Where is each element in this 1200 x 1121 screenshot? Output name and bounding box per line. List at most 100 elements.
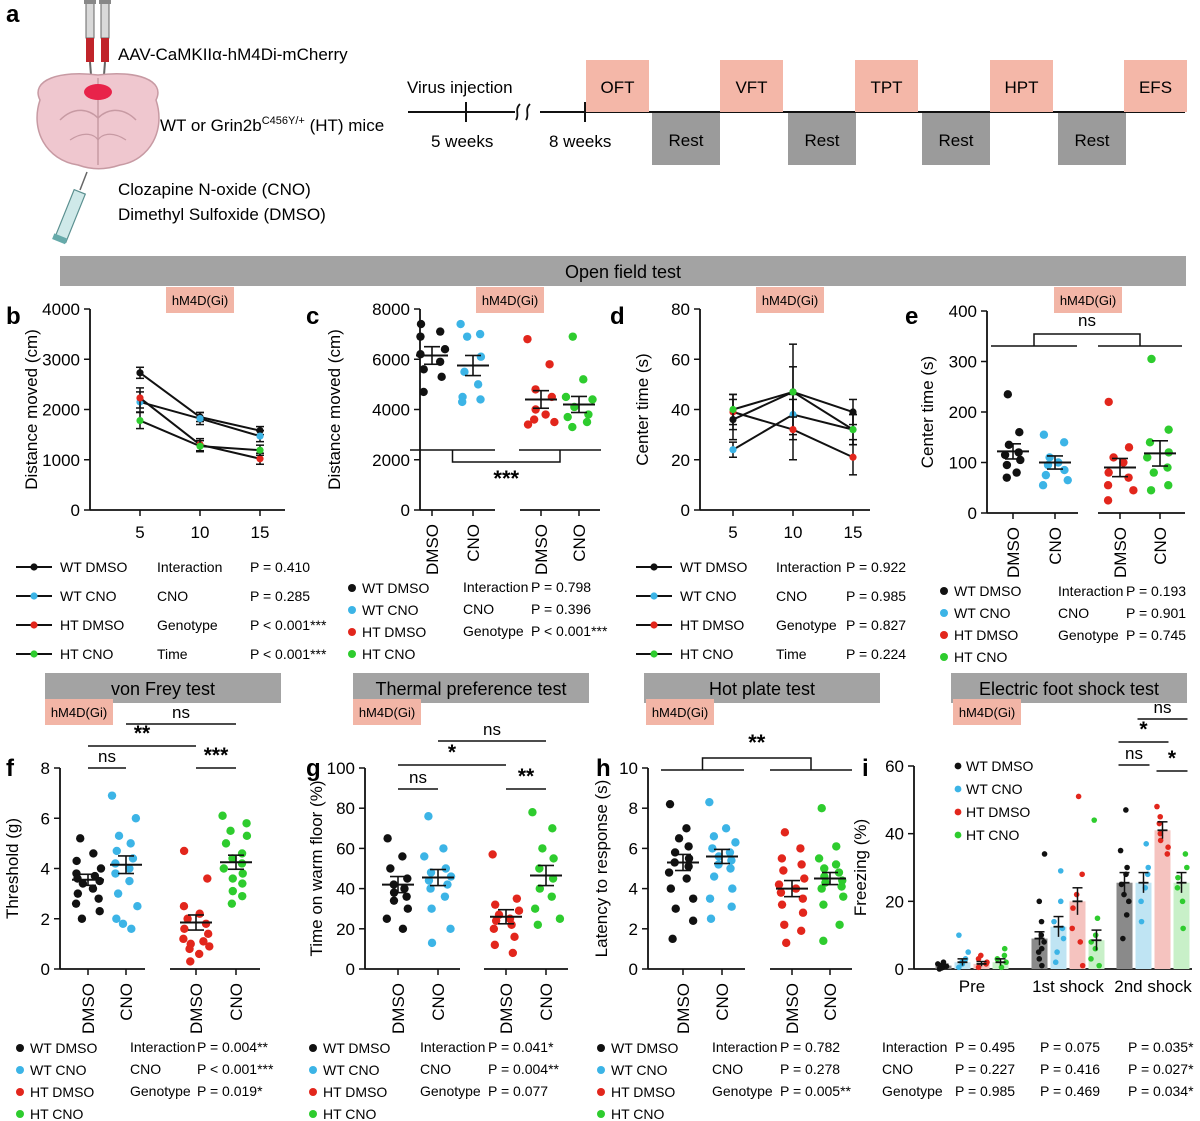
timeline-test-box-efs <box>1124 60 1187 112</box>
data-point <box>1039 430 1049 439</box>
data-point <box>727 856 736 865</box>
data-point <box>136 416 144 425</box>
data-point <box>528 808 537 817</box>
data-point <box>837 882 846 891</box>
stat-value: P = 0.193 <box>1126 583 1186 599</box>
data-point <box>817 804 826 813</box>
data-point <box>237 849 247 858</box>
data-point <box>978 952 984 959</box>
data-point <box>731 838 740 847</box>
legend-label: HT DMSO <box>362 624 426 640</box>
sig-label: ns <box>1154 698 1172 717</box>
data-point <box>228 886 237 896</box>
data-point <box>1059 438 1069 447</box>
panel-letter-c: c <box>306 303 319 330</box>
data-point <box>131 814 141 823</box>
data-point <box>1138 918 1145 925</box>
data-point <box>548 824 557 833</box>
legend-label: WT CNO <box>362 602 419 618</box>
data-point <box>95 907 104 916</box>
timeline-break-icon <box>515 103 531 121</box>
data-point <box>523 334 532 344</box>
data-point <box>1163 463 1172 472</box>
data-point <box>1000 450 1010 460</box>
stat-term: Genotype <box>157 617 218 633</box>
drug-label-1: Clozapine N-oxide (CNO) <box>118 180 311 199</box>
data-point <box>125 876 134 886</box>
brain-icon <box>36 73 160 170</box>
data-point <box>588 395 597 404</box>
data-point <box>1003 390 1013 399</box>
data-point <box>72 856 81 866</box>
data-point <box>1104 468 1113 477</box>
stat-term: CNO <box>130 1061 161 1077</box>
data-point <box>1104 397 1113 407</box>
data-point <box>1001 945 1008 952</box>
data-point <box>510 932 519 942</box>
data-point <box>708 844 717 853</box>
bar <box>1088 940 1105 969</box>
legend-marker <box>597 1066 605 1074</box>
legend-label: WT DMSO <box>30 1040 98 1056</box>
y-axis-title: Threshold (g) <box>3 818 22 919</box>
data-point <box>1164 481 1173 490</box>
data-point <box>834 868 844 877</box>
legend-label: HT DMSO <box>611 1084 675 1100</box>
y-tick-label: 6 <box>629 839 638 858</box>
data-point <box>194 949 204 959</box>
y-tick-label: 200 <box>949 403 977 422</box>
hm4d-badge-label: hM4D(Gi) <box>959 705 1015 720</box>
data-point <box>1184 864 1190 871</box>
data-point <box>965 949 972 955</box>
legend-label: WT CNO <box>954 605 1011 621</box>
data-point <box>1123 807 1129 813</box>
data-point <box>819 936 828 946</box>
stat-value: P = 0.495 <box>955 1039 1015 1055</box>
data-point <box>1165 844 1171 850</box>
data-point <box>389 896 399 905</box>
data-point <box>228 854 237 863</box>
legend-marker <box>309 1088 317 1096</box>
data-point <box>709 872 719 881</box>
data-point <box>1146 486 1156 495</box>
legend-label: WT CNO <box>966 781 1023 797</box>
legend-label: WT DMSO <box>611 1040 679 1056</box>
timeline-5-weeks: 5 weeks <box>431 132 493 151</box>
data-point <box>196 414 204 423</box>
stat-term: CNO <box>776 588 807 604</box>
data-point <box>674 834 684 843</box>
panel-letter-f: f <box>6 755 15 782</box>
x-tick-label: DMSO <box>187 983 206 1034</box>
data-point <box>514 906 524 915</box>
data-point <box>956 932 962 938</box>
data-point <box>490 940 500 950</box>
legend-marker <box>348 584 356 592</box>
data-point <box>729 446 737 454</box>
y-axis-title: Center time (s) <box>633 353 652 465</box>
y-tick-label: 2000 <box>372 451 410 470</box>
hm4d-badge <box>476 287 544 313</box>
legend-marker <box>30 650 38 658</box>
sig-label: ** <box>518 765 535 788</box>
section-title-hpt: Hot plate test <box>709 679 815 699</box>
legend-label: WT CNO <box>323 1062 380 1078</box>
bar <box>1154 830 1171 969</box>
data-point <box>1123 912 1130 918</box>
hm4d-badge <box>646 699 714 725</box>
x-category-label: 1st shock <box>1032 977 1104 996</box>
x-tick-label: DMSO <box>1111 527 1130 578</box>
hm4d-badge-label: hM4D(Gi) <box>762 293 818 308</box>
data-point <box>956 964 962 971</box>
timeline-rest-box <box>788 113 856 165</box>
data-point <box>133 901 142 911</box>
legend-label: HT DMSO <box>323 1084 387 1100</box>
data-point <box>475 329 485 339</box>
data-point <box>1117 847 1124 854</box>
hm4d-badge-label: hM4D(Gi) <box>172 293 228 308</box>
data-point <box>1143 841 1150 847</box>
legend-marker <box>954 831 962 839</box>
data-point <box>1124 443 1134 452</box>
timeline-test-label: TPT <box>870 78 902 97</box>
data-point <box>1092 932 1099 938</box>
x-tick-label: CNO <box>821 983 840 1021</box>
